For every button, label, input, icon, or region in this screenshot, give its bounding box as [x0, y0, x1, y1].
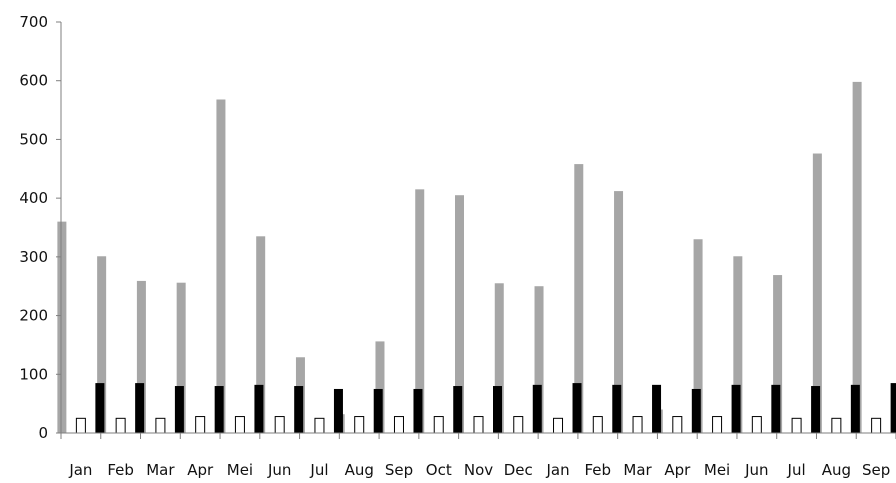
x-tick-label: Jun [267, 461, 291, 479]
bar-series-1 [733, 256, 743, 433]
bar-series-3 [572, 383, 582, 433]
y-tick-label: 600 [19, 72, 48, 90]
x-tick-label: Jul [309, 461, 328, 479]
bar-series-1 [415, 189, 425, 433]
x-tick-label: Jan [68, 461, 92, 479]
bar-series-1 [614, 191, 624, 433]
bar-series-3 [850, 384, 860, 433]
x-axis: Jan Feb Mar Apr Mei Jun Jul Aug Sep Oct Nov Dec Jan F… [60, 432, 896, 479]
bar-series-2 [831, 417, 842, 434]
bar-series-1 [574, 164, 584, 434]
x-tick-label: Apr [664, 461, 691, 479]
bar-series-2 [274, 416, 285, 434]
bar-series-3 [95, 383, 105, 433]
bar-series-2 [433, 416, 444, 434]
bar-series-2 [115, 417, 126, 434]
bar-series-2 [592, 416, 603, 434]
bar-series-1 [256, 236, 266, 433]
bar-series-2 [195, 416, 206, 434]
bar-series-3 [731, 384, 741, 433]
x-tick-label: Sep [862, 461, 890, 479]
x-tick-label: Mar [146, 461, 175, 479]
bar-series-2 [75, 417, 86, 434]
bar-series-1 [136, 280, 146, 433]
bar-series-3 [174, 386, 184, 433]
bar-series-3 [493, 386, 502, 433]
bar-series-1 [375, 341, 385, 433]
bar-series-2 [751, 416, 762, 434]
bar-series-1 [176, 282, 186, 433]
bar-series-3 [135, 383, 145, 433]
bar-series-2 [393, 416, 404, 434]
bar-series-2 [155, 417, 166, 434]
bar-series-3 [214, 386, 224, 433]
bar-series-3 [254, 384, 264, 433]
x-tick-label: Dec [504, 461, 533, 479]
bar-series-1 [455, 195, 464, 433]
bar-series-2 [473, 416, 484, 434]
bar-series-2 [553, 417, 564, 434]
bar-series-1 [57, 221, 67, 433]
x-tick-label: Jul [787, 461, 806, 479]
bar-series-3 [294, 386, 304, 433]
bar-series-2 [314, 417, 325, 434]
bar-series-1 [693, 239, 703, 433]
y-tick-label: 500 [19, 130, 48, 148]
bar-series-3 [771, 384, 781, 433]
x-tick-label: Nov [464, 461, 493, 479]
bar-series-1 [852, 81, 862, 433]
x-tick-label: Oct [426, 461, 452, 479]
bar-series-1 [773, 275, 783, 433]
bar-series-2 [871, 417, 882, 434]
x-tick-label: Feb [585, 461, 612, 479]
x-tick-label: Apr [187, 461, 214, 479]
x-tick-label: Jun [744, 461, 768, 479]
bar-series-1 [534, 286, 544, 433]
y-tick-label: 0 [38, 424, 48, 442]
x-tick-label: Feb [107, 461, 134, 479]
y-axis: 0 100 200 300 400 500 600 700 [19, 13, 62, 442]
x-tick-label: Mei [227, 461, 253, 479]
y-tick-label: 700 [19, 13, 48, 31]
x-tick-label: Aug [345, 461, 374, 479]
bar-series-2 [712, 416, 723, 434]
y-tick-label: 200 [19, 307, 48, 325]
bar-series-2 [672, 416, 683, 434]
x-tick-label: Sep [385, 461, 413, 479]
bar-series-1 [812, 153, 822, 433]
y-tick-label: 400 [19, 189, 48, 207]
bar-series-3 [532, 384, 542, 433]
bar-series-3 [612, 384, 622, 433]
y-tick-label: 100 [19, 365, 48, 383]
bars-layer [57, 81, 896, 434]
bar-series-2 [354, 416, 365, 434]
bar-series-3 [652, 384, 662, 433]
bar-series-2 [791, 417, 802, 434]
x-tick-label: Aug [822, 461, 851, 479]
bar-series-2 [632, 416, 643, 434]
bar-series-3 [453, 386, 463, 433]
bar-series-3 [811, 386, 821, 433]
bar-series-3 [691, 388, 701, 433]
bar-series-3 [373, 388, 383, 433]
bar-series-3 [890, 383, 896, 433]
bar-series-2 [513, 416, 524, 434]
bar-series-3 [413, 388, 423, 433]
x-tick-label: Mar [623, 461, 652, 479]
bar-series-1 [216, 99, 226, 433]
x-tick-label: Jan [545, 461, 569, 479]
bar-series-3 [333, 388, 343, 433]
bar-series-2 [234, 416, 245, 434]
bar-series-1 [494, 283, 504, 433]
y-tick-label: 300 [19, 248, 48, 266]
bar-series-1 [97, 256, 107, 433]
x-tick-label: Mei [704, 461, 730, 479]
